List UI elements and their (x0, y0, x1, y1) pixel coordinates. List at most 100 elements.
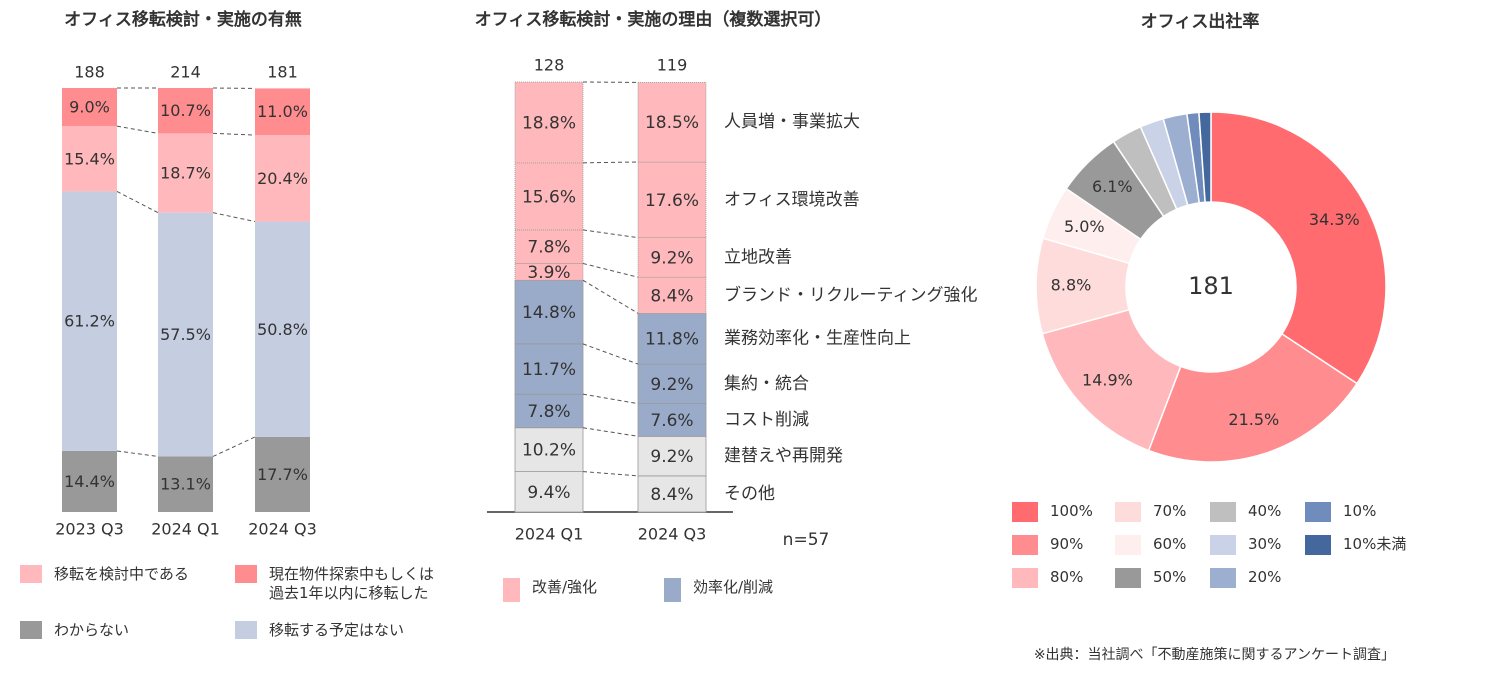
bar-segment (158, 88, 213, 134)
legend-swatch (235, 565, 257, 583)
legend-label: 改善/強化 (532, 578, 598, 596)
legend-label: 10% (1343, 502, 1377, 520)
data-label: 9.2% (650, 447, 693, 467)
data-label: 9.2% (650, 248, 693, 268)
legend-item: 現在物件探索中もしくは 過去1年以内に移転した (235, 565, 434, 603)
series-label: ブランド・リクルーティング強化 (724, 284, 977, 305)
data-label: 11.8% (645, 330, 699, 350)
bar-segment (514, 279, 584, 345)
total-label: 214 (170, 63, 201, 82)
data-label: 17.6% (645, 191, 699, 211)
data-label: 3.9% (527, 263, 570, 283)
legend-item: 50% (1115, 568, 1186, 588)
bar-segment (637, 403, 707, 437)
legend-swatch (664, 578, 681, 602)
bar-segment (255, 135, 310, 222)
connector (116, 450, 159, 457)
legend-swatch (1210, 502, 1236, 522)
legend-swatch (1305, 535, 1331, 555)
legend-item: わからない (20, 621, 129, 640)
bar-segment (514, 393, 584, 429)
legend-label: 移転を検討中である (54, 565, 189, 583)
legend-label: 40% (1248, 502, 1282, 520)
x-tick-label: 2024 Q3 (248, 520, 317, 539)
connector (582, 161, 639, 164)
legend-label: 10%未満 (1343, 535, 1407, 553)
data-label: 9.0% (69, 98, 110, 117)
data-label: 6.1% (1092, 177, 1133, 196)
legend-label: 50% (1153, 568, 1187, 586)
bar-segment (637, 82, 707, 163)
legend-item: 100% (1012, 502, 1093, 522)
connector (582, 427, 639, 437)
legend-item: 90% (1012, 535, 1083, 555)
series-label: 集約・統合 (724, 374, 809, 394)
data-label: 11.0% (257, 102, 308, 121)
data-label: 7.6% (650, 411, 693, 431)
legend-item: 10% (1305, 502, 1376, 522)
series-label: コスト削減 (724, 410, 809, 430)
connector (582, 393, 639, 405)
series-label: オフィス環境改善 (724, 190, 860, 210)
x-tick-label: 2024 Q3 (638, 525, 707, 544)
x-tick-label: 2023 Q3 (55, 520, 124, 539)
legend-swatch (235, 621, 257, 639)
legend-swatch (1210, 568, 1236, 588)
legend-item: 効率化/削減 (664, 578, 773, 602)
data-label: 10.2% (522, 441, 576, 461)
data-label: 15.4% (64, 149, 115, 168)
connector (582, 343, 639, 365)
bar-segment (62, 191, 117, 451)
legend-label: 70% (1153, 502, 1187, 520)
data-label: 34.3% (1309, 210, 1360, 229)
bar-segment (514, 229, 584, 264)
connector (582, 229, 639, 239)
legend-swatch (20, 565, 42, 583)
bar-segment (158, 212, 213, 457)
legend-item: 70% (1115, 502, 1186, 522)
legend-swatch (1115, 502, 1141, 522)
series-label: 建替えや再開発 (724, 446, 843, 466)
bar-segment (158, 456, 213, 512)
donut-slice (1147, 332, 1358, 463)
chart-title: オフィス移転検討・実施の有無 (64, 9, 302, 30)
legend-item: 20% (1210, 568, 1281, 588)
bar-segment (62, 450, 117, 512)
chart-title: オフィス移転検討・実施の理由（複数選択可） (475, 9, 832, 30)
series-label: 業務効率化・生産性向上 (724, 329, 911, 349)
total-label: 119 (657, 56, 688, 75)
connector (212, 132, 256, 136)
data-label: 8.4% (650, 286, 693, 306)
data-label: 14.4% (64, 472, 115, 491)
bar-segment (158, 133, 213, 213)
legend-item: 改善/強化 (503, 578, 597, 602)
data-label: 8.8% (1051, 276, 1092, 295)
legend-item: 30% (1210, 535, 1281, 555)
bar-segment (637, 276, 707, 314)
data-label: 61.2% (64, 312, 115, 331)
legend-swatch (1012, 568, 1038, 588)
data-label: 50.8% (257, 320, 308, 339)
bar-segment (514, 427, 584, 472)
legend-label: 60% (1153, 535, 1187, 553)
bar-segment (62, 88, 117, 127)
legend-swatch (1115, 535, 1141, 555)
legend-item: 80% (1012, 568, 1083, 588)
legend-label: 移転する予定はない (269, 621, 405, 639)
donut-slice (1198, 111, 1212, 204)
connector (582, 471, 639, 477)
data-label: 18.5% (645, 113, 699, 133)
data-label: 20.4% (257, 169, 308, 188)
legend-label: 効率化/削減 (693, 578, 774, 596)
data-label: 15.6% (522, 187, 576, 207)
legend-item: 10%未満 (1305, 535, 1406, 555)
series-label: 人員増・事業拡大 (724, 112, 860, 132)
bar-segment (255, 436, 310, 512)
data-label: 21.5% (1228, 410, 1279, 429)
center-label: 181 (1188, 272, 1234, 300)
x-tick-label: 2024 Q1 (151, 520, 220, 539)
data-label: 5.0% (1064, 217, 1105, 236)
legend-swatch (503, 578, 520, 602)
